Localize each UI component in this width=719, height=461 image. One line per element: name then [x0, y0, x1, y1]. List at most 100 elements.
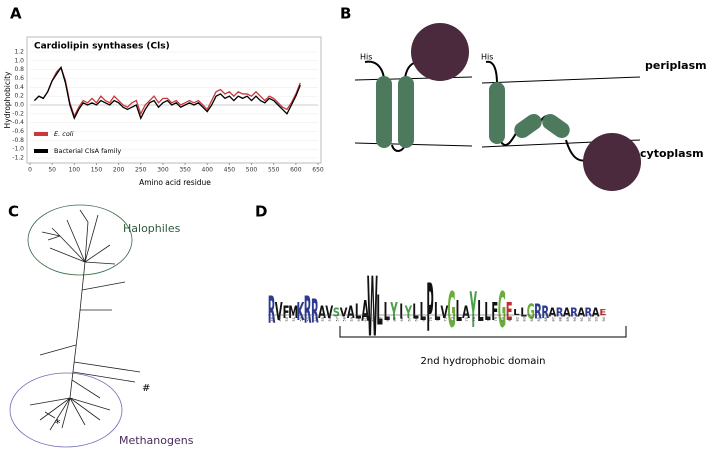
logo-letter: Y: [404, 303, 412, 322]
group-ellipse: [27, 204, 133, 276]
position-label: 75: [465, 317, 469, 321]
x-tick-label: 0: [28, 167, 32, 174]
logo-letter: L: [513, 309, 520, 318]
position-label: 76: [472, 317, 476, 321]
logo-letter: R: [556, 305, 564, 319]
position-label: 88: [559, 317, 563, 321]
helix: [489, 82, 505, 144]
y-tick-label: 0.8: [14, 66, 24, 73]
x-tick-label: 100: [69, 167, 81, 174]
position-label: 58: [343, 317, 347, 321]
group-label: Methanogens: [119, 434, 194, 447]
logo-letter: A: [549, 305, 557, 319]
y-tick-label: -0.4: [12, 119, 24, 126]
bracket: [339, 326, 627, 338]
position-label: 79: [494, 317, 498, 321]
y-tick-label: 0.2: [14, 93, 24, 100]
logo-letter: R: [268, 290, 276, 332]
his-label: His: [360, 53, 372, 62]
position-label: 66: [400, 317, 404, 321]
logo-letter: R: [534, 300, 542, 324]
logo-letter: L: [355, 300, 361, 324]
position-label: 73: [451, 317, 455, 321]
position-label: 61: [364, 317, 368, 321]
helix: [542, 113, 570, 139]
logo-letter: I: [399, 300, 403, 324]
logo-letter: M: [288, 303, 298, 322]
helix: [514, 113, 542, 139]
x-axis-label: Amino acid residue: [139, 178, 211, 187]
logo-letter: A: [577, 305, 585, 319]
position-label: 70: [429, 317, 433, 321]
panel-label: C: [8, 203, 19, 221]
position-label: 87: [551, 317, 555, 321]
position-label: 83: [523, 317, 527, 321]
logo-letter: L: [384, 299, 390, 327]
logo-letter: L: [520, 305, 526, 319]
his-label: His: [481, 53, 493, 62]
loop: [485, 60, 589, 162]
x-tick-label: 150: [91, 167, 103, 174]
x-tick-label: 500: [246, 167, 258, 174]
position-label: 68: [415, 317, 419, 321]
position-label: 50: [285, 317, 289, 321]
domain: [411, 23, 469, 81]
panel-label: A: [10, 5, 22, 23]
group-ellipse: [9, 372, 123, 448]
logo-letter: L: [477, 296, 484, 329]
logo-letter: W: [367, 260, 378, 355]
position-label: 52: [299, 317, 303, 321]
logo-letter: A: [347, 303, 355, 322]
marker: *: [55, 417, 61, 430]
y-tick-label: 1.0: [14, 57, 24, 64]
position-label: 64: [386, 316, 390, 321]
membrane-line: [354, 142, 473, 147]
position-label: 60: [357, 317, 361, 321]
position-label: 51: [292, 317, 296, 321]
position-label: 93: [595, 317, 599, 321]
logo-letter: R: [541, 303, 549, 322]
y-tick-label: 1.2: [14, 49, 24, 56]
logo-letter: L: [412, 300, 418, 324]
compartment-label: cytoplasm: [640, 147, 704, 160]
y-tick-label: -1.2: [12, 155, 24, 162]
position-label: 62: [371, 317, 375, 321]
position-label: 65: [393, 317, 397, 321]
legend-label: Bacterial ClsA family: [54, 147, 121, 155]
position-label: 90: [573, 317, 577, 321]
position-label: 84: [530, 316, 534, 321]
logo-letter: E: [599, 309, 606, 318]
logo-letter: V: [325, 303, 333, 322]
x-tick-label: 300: [157, 167, 169, 174]
y-tick-label: -1.0: [12, 146, 24, 153]
logo-letter: A: [318, 303, 326, 322]
x-tick-label: 400: [202, 167, 214, 174]
position-label: 69: [422, 317, 426, 321]
panel-label: D: [255, 203, 267, 221]
branch: [29, 209, 141, 431]
plot-frame: [26, 36, 322, 164]
x-tick-label: 200: [113, 167, 125, 174]
position-label: 81: [508, 317, 512, 321]
logo-letter: A: [563, 305, 571, 319]
x-tick-label: 550: [268, 167, 280, 174]
logo-letter: G: [498, 283, 506, 340]
position-label: 59: [350, 317, 354, 321]
membrane-line: [481, 76, 641, 84]
x-tick-label: 650: [312, 167, 324, 174]
tree: [9, 204, 141, 448]
y-tick-label: 0.6: [14, 75, 24, 82]
membrane-diagram: [354, 23, 641, 191]
logo-letter: V: [441, 303, 449, 322]
x-tick-label: 600: [290, 167, 302, 174]
logo-letter: L: [420, 299, 426, 327]
logo-letter: L: [376, 288, 382, 336]
logo-letter: V: [275, 299, 283, 327]
logo-letter: A: [361, 296, 369, 329]
group-label: Halophiles: [123, 222, 181, 235]
legend-swatch: [34, 149, 48, 153]
position-label: 48: [271, 317, 275, 321]
x-tick-label: 250: [135, 167, 147, 174]
